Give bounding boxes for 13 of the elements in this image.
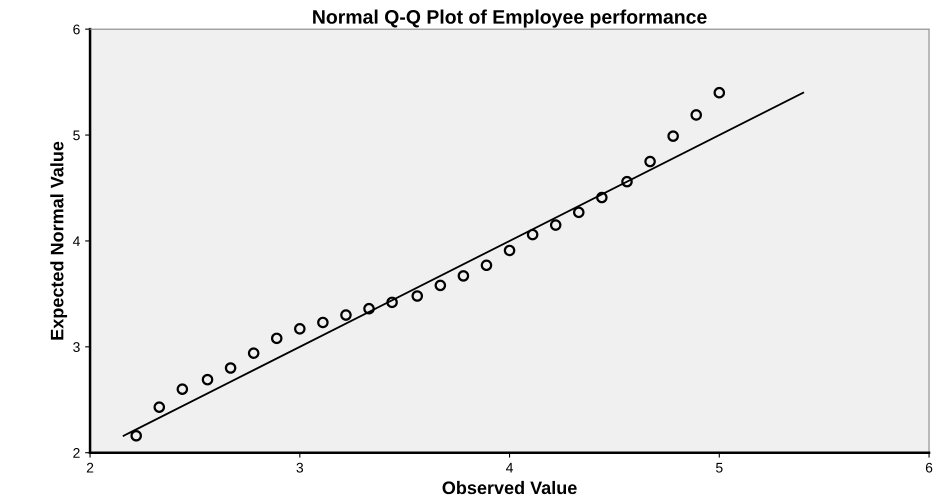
y-tick-label: 4 [72,236,80,246]
x-tick-label: 6 [926,462,932,473]
y-tick-label: 3 [73,342,80,352]
x-tick-label: 3 [296,462,304,473]
y-tick-label: 5 [73,130,80,140]
x-tick-label: 2 [86,462,94,472]
y-tick-label: 6 [73,24,80,34]
x-tick-label: 4 [506,462,514,472]
y-tick-label: 2 [73,448,80,458]
x-axis-title: Observed Value [442,480,577,494]
x-tick-label: 5 [716,462,723,473]
chart-title: Normal Q-Q Plot of Employee performance [313,10,707,28]
y-axis-title: Expected Normal Value [50,142,68,340]
